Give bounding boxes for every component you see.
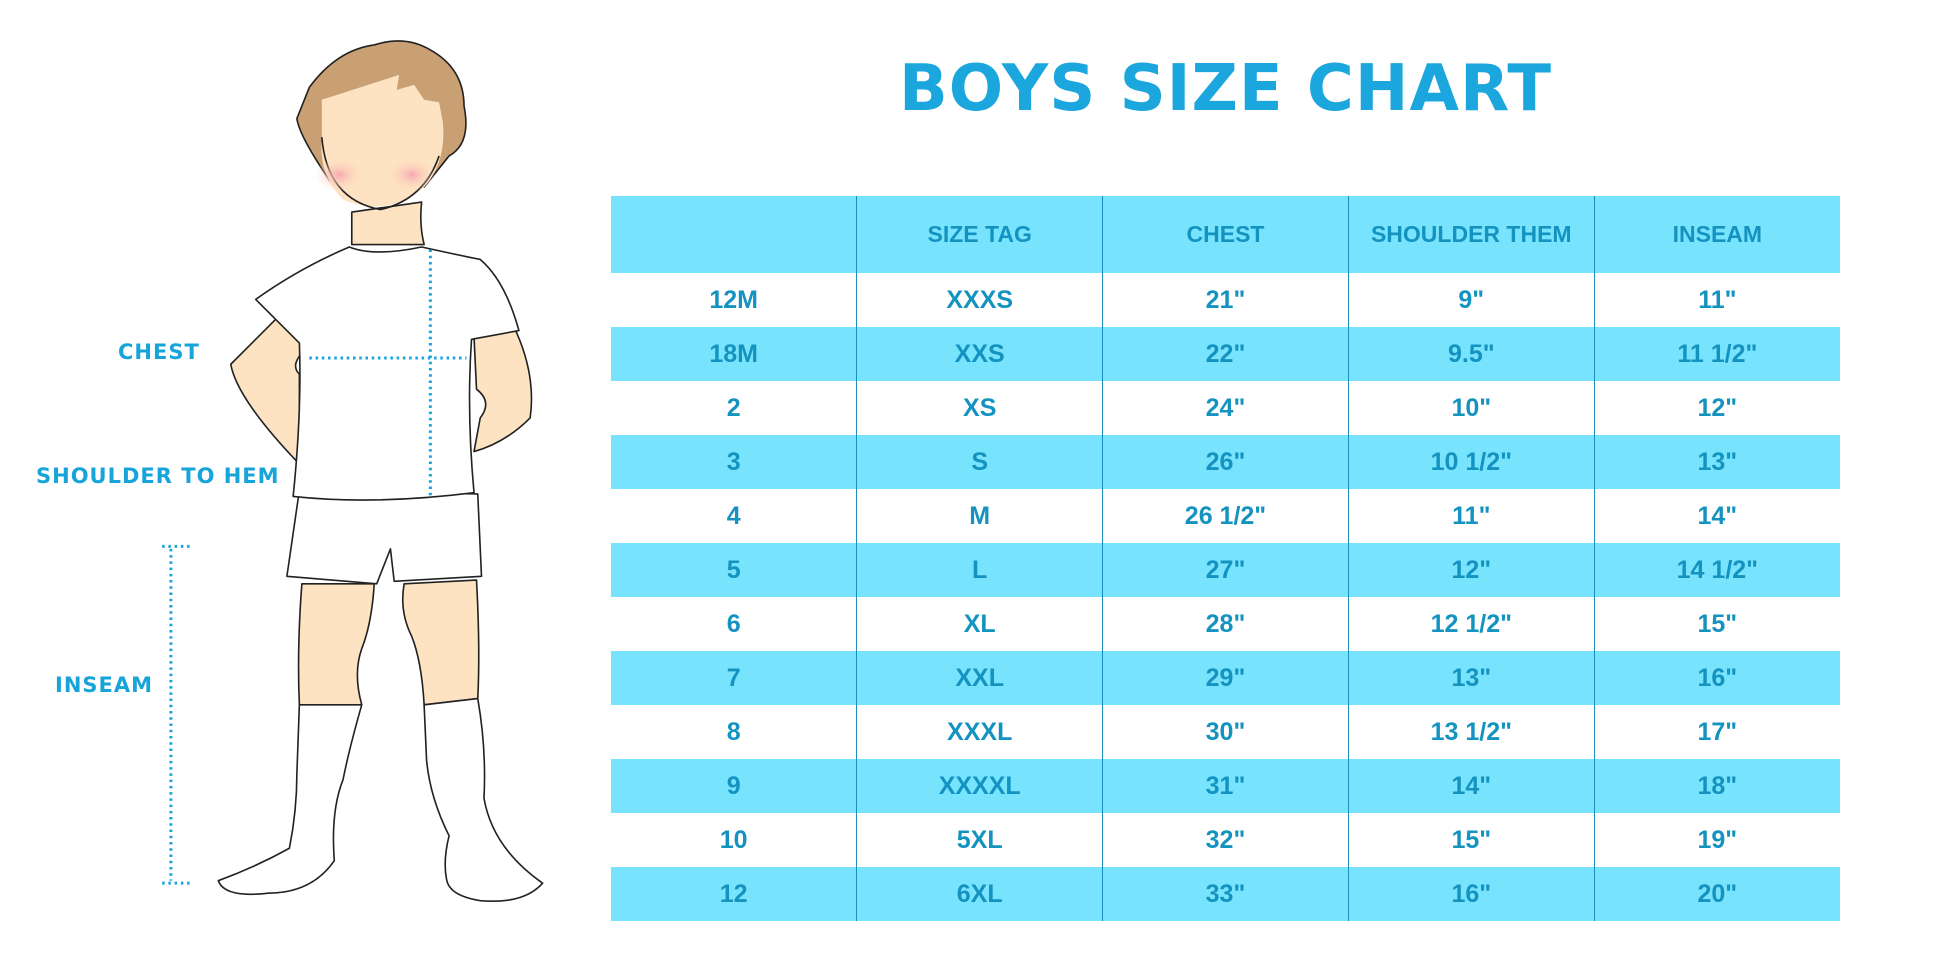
table-row: 18M XXS 22" 9.5" 11 1/2"	[611, 327, 1840, 381]
table-cell: 7	[611, 651, 857, 705]
table-cell: 13"	[1593, 435, 1840, 489]
table-cell: 26 1/2"	[1102, 489, 1349, 543]
header-cell	[611, 196, 857, 273]
shorts	[286, 489, 483, 585]
left-sock	[217, 703, 363, 896]
table-row: 4 M 26 1/2" 11" 14"	[611, 489, 1840, 543]
table-cell: 6XL	[856, 867, 1103, 921]
table-cell: S	[856, 435, 1103, 489]
table-cell: 9.5"	[1347, 327, 1595, 381]
table-row: 9 XXXXL 31" 14" 18"	[611, 759, 1840, 813]
table-row: 5 L 27" 12" 14 1/2"	[611, 543, 1840, 597]
size-chart-table: SIZE TAG CHEST SHOULDER THEM INSEAM 12M X…	[611, 196, 1840, 921]
table-header-row: SIZE TAG CHEST SHOULDER THEM INSEAM	[611, 196, 1840, 273]
chest-label: CHEST	[118, 340, 200, 364]
table-cell: 13"	[1347, 651, 1595, 705]
table-row: 6 XL 28" 12 1/2" 15"	[611, 597, 1840, 651]
table-cell: 19"	[1593, 813, 1840, 867]
table-cell: 15"	[1593, 597, 1840, 651]
table-cell: 14"	[1347, 759, 1595, 813]
table-cell: 14"	[1593, 489, 1840, 543]
table-cell: 17"	[1593, 705, 1840, 759]
table-cell: 12"	[1593, 381, 1840, 435]
table-cell: 5	[611, 543, 857, 597]
table-cell: 18"	[1593, 759, 1840, 813]
table-cell: XXXS	[856, 273, 1103, 327]
table-row: 3 S 26" 10 1/2" 13"	[611, 435, 1840, 489]
table-cell: 10	[719, 825, 748, 854]
table-cell: 11 1/2"	[1593, 327, 1840, 381]
table-row: 12 6XL 33" 16" 20"	[611, 867, 1840, 921]
table-cell: 12M	[709, 285, 758, 314]
table-cell: 26"	[1102, 435, 1349, 489]
header-cell: INSEAM	[1593, 196, 1840, 273]
right-arm	[473, 326, 533, 453]
table-cell: 14 1/2"	[1593, 543, 1840, 597]
table-cell: 9"	[1347, 273, 1595, 327]
table-cell: 10"	[1347, 381, 1595, 435]
table-cell: L	[856, 543, 1103, 597]
table-cell: 15"	[1347, 813, 1595, 867]
table-cell: 16"	[1347, 867, 1595, 921]
shirt	[254, 246, 520, 501]
header-cell: SHOULDER THEM	[1347, 196, 1595, 273]
table-cell: XXXXL	[856, 759, 1103, 813]
table-cell: 16"	[1593, 651, 1840, 705]
table-cell: 10 1/2"	[1347, 435, 1595, 489]
table-cell: 11"	[1593, 273, 1840, 327]
table-cell: 29"	[1102, 651, 1349, 705]
left-arm	[229, 317, 307, 465]
table-cell: 3	[611, 435, 857, 489]
table-cell: 24"	[1102, 381, 1349, 435]
table-cell: 30"	[1102, 705, 1349, 759]
table-cell: M	[856, 489, 1103, 543]
table-cell: 12	[611, 867, 857, 921]
right-leg	[401, 579, 480, 706]
table-cell: XS	[856, 381, 1103, 435]
table-cell: 31"	[1102, 759, 1349, 813]
header-cell: CHEST	[1102, 196, 1349, 273]
table-row: 8 XXXL 30" 13 1/2" 17"	[611, 705, 1840, 759]
table-cell: XXS	[856, 327, 1103, 381]
neck	[350, 201, 425, 246]
table-row: 7 XXL 29" 13" 16"	[611, 651, 1840, 705]
table-cell: 21"	[1102, 273, 1349, 327]
table-cell: XL	[856, 597, 1103, 651]
table-cell: 20"	[1593, 867, 1840, 921]
table-cell: 6	[726, 609, 741, 638]
inseam-label: INSEAM	[55, 673, 154, 697]
table-cell: XXXL	[856, 705, 1103, 759]
table-cell: 4	[726, 501, 741, 530]
table-cell: 18M	[611, 327, 857, 381]
header-cell: SIZE TAG	[856, 196, 1103, 273]
table-cell: 9	[611, 759, 857, 813]
table-cell: 12 1/2"	[1347, 597, 1595, 651]
table-cell: 2	[726, 393, 741, 422]
page-title: BOYS SIZE CHART	[898, 52, 1553, 126]
table-cell: 8	[726, 717, 741, 746]
table-cell: 12"	[1347, 543, 1595, 597]
table-row: 10 5XL 32" 15" 19"	[611, 813, 1840, 867]
right-sock	[423, 697, 544, 902]
table-cell: XXL	[856, 651, 1103, 705]
table-row: 2 XS 24" 10" 12"	[611, 381, 1840, 435]
table-cell: 28"	[1102, 597, 1349, 651]
left-leg	[297, 582, 376, 706]
table-cell: 33"	[1102, 867, 1349, 921]
table-cell: 22"	[1102, 327, 1349, 381]
table-cell: 27"	[1102, 543, 1349, 597]
shoulder-to-hem-label: SHOULDER TO HEM	[36, 464, 280, 488]
table-cell: 11"	[1347, 489, 1595, 543]
boy-illustration	[162, 40, 544, 902]
table-row: 12M XXXS 21" 9" 11"	[611, 273, 1840, 327]
table-cell: 5XL	[856, 813, 1103, 867]
table-cell: 32"	[1102, 813, 1349, 867]
table-cell: 13 1/2"	[1347, 705, 1595, 759]
